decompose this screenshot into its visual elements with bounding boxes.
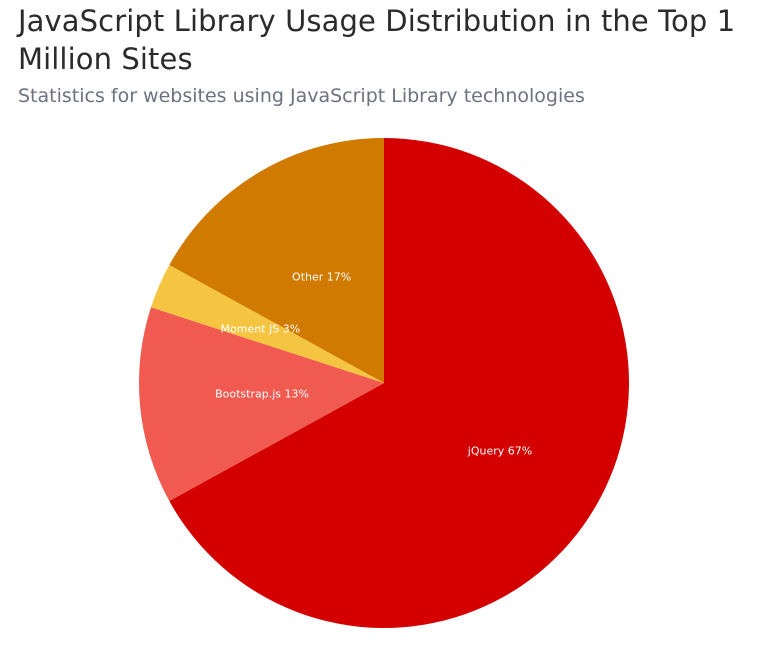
pie-label-bootstrap-js: Bootstrap.js 13% [215, 388, 309, 401]
pie-labels: jQuery 67% Bootstrap.js 13% Moment JS 3% Ot… [215, 271, 532, 458]
pie-slice-moment-js[interactable] [150, 264, 384, 383]
pie-slices [139, 138, 629, 629]
pie-label-other: Other 17% [292, 271, 351, 284]
chart-subtitle: Statistics for websites using JavaScript… [18, 85, 585, 107]
pie-slice-jquery[interactable] [169, 138, 629, 629]
pie-slice-other[interactable] [169, 138, 384, 383]
pie-label-jquery: jQuery 67% [467, 445, 532, 458]
pie-slice-bootstrap-js[interactable] [139, 307, 384, 502]
pie-label-moment-js: Moment JS 3% [220, 322, 300, 335]
chart-title: JavaScript Library Usage Distribution in… [18, 4, 736, 76]
